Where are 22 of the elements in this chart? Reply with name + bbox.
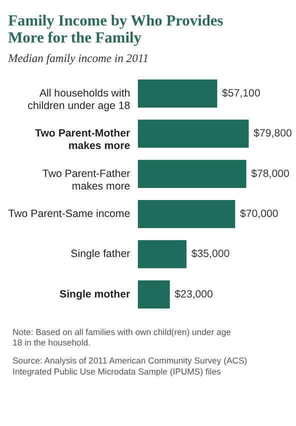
y-tick-label: Two Parent-Father makes more bbox=[42, 168, 131, 192]
source-note: Source: Analysis of 2011 American Community Survey (ACS) Integrated Public Use Microdata Sample (IPUMS) files bbox=[12, 356, 248, 376]
y-tick-label: Single mother bbox=[60, 288, 130, 300]
chart-title: Family Income by Who Provides More for the Family bbox=[8, 12, 224, 47]
data-label: $35,000 bbox=[191, 248, 230, 260]
bar bbox=[138, 280, 170, 308]
bar bbox=[138, 120, 249, 148]
y-tick-label: Two Parent-Mother makes more bbox=[35, 128, 130, 152]
data-label: $57,100 bbox=[222, 87, 260, 100]
bar bbox=[138, 79, 218, 108]
data-label: $23,000 bbox=[174, 288, 214, 300]
y-tick-label: All households with children under age 18 bbox=[28, 87, 130, 112]
bar bbox=[138, 160, 246, 188]
data-label: $79,800 bbox=[254, 128, 292, 140]
bar bbox=[138, 200, 236, 228]
chart-subtitle: Median family income in 2011 bbox=[7, 52, 149, 65]
data-label: $70,000 bbox=[240, 208, 278, 220]
data-label: $78,000 bbox=[251, 168, 290, 180]
y-tick-label: Single father bbox=[70, 248, 131, 260]
text: Note: Based on all families with own child(ren) under age 18 in the household. bbox=[12, 326, 232, 348]
bar bbox=[138, 240, 187, 268]
y-tick-label: Two Parent-Same income bbox=[8, 208, 130, 220]
